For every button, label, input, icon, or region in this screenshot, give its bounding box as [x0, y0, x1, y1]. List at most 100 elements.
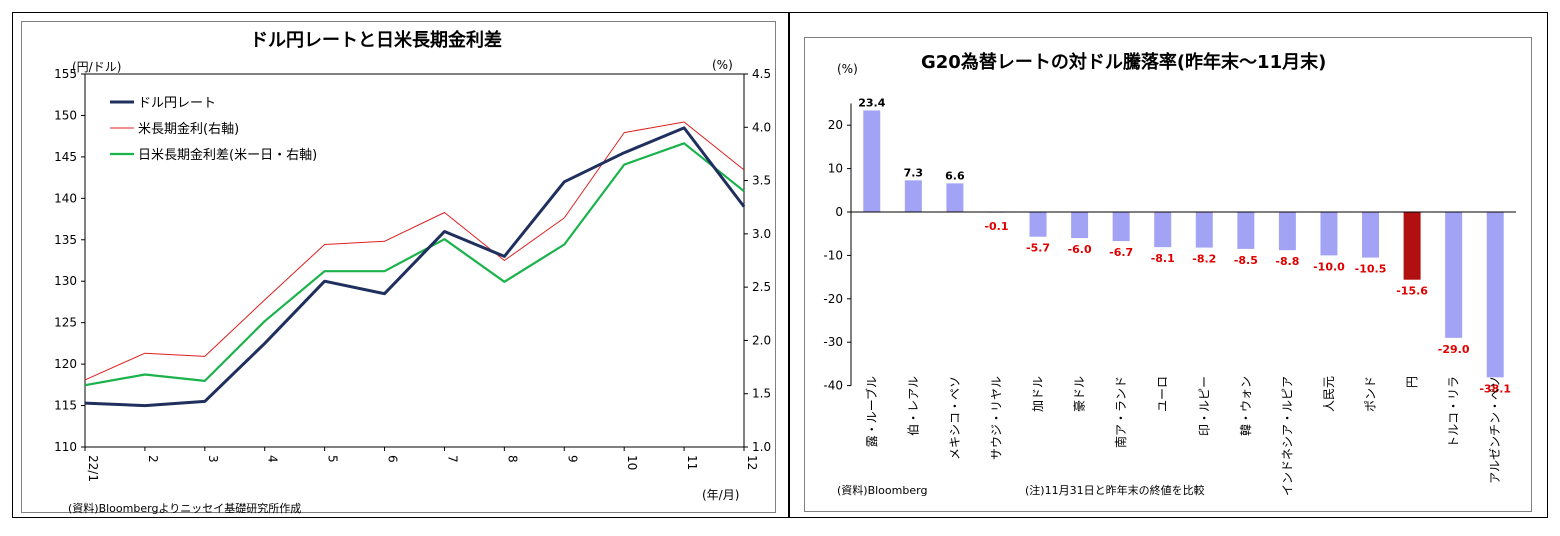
- right-panel: G20為替レートの対ドル騰落率(昨年末～11月末) (%) (資料)Bloomb…: [789, 12, 1548, 518]
- bar-value-label: -5.7: [1026, 242, 1050, 255]
- bar-category-label: 南ア・ランド: [1113, 376, 1128, 448]
- right-y-tick-label: 4.5: [752, 67, 771, 81]
- right-chart-title: G20為替レートの対ドル騰落率(昨年末～11月末): [921, 52, 1327, 73]
- bar-category-label: サウジ・リヤル: [989, 376, 1003, 460]
- bar-8: [1195, 212, 1213, 248]
- x-tick-label: 12: [745, 455, 759, 470]
- usdjpy-chart-frame: ドル円レートと日米長期金利差 (円/ドル) (%) (年/月) (資料)Bloo…: [21, 21, 776, 515]
- bar-category-label: ポンド: [1364, 376, 1378, 412]
- right-axis-unit: (%): [712, 58, 733, 72]
- bar-y-tick-label: 10: [828, 162, 843, 176]
- x-tick-label: 5: [326, 455, 340, 463]
- bar-value-label: 7.3: [904, 166, 924, 179]
- bar-2: [946, 183, 964, 212]
- left-y-tick-label: 155: [54, 67, 77, 81]
- legend-label-2: 日米長期金利差(米ー日・右軸): [138, 147, 317, 163]
- bar-value-label: -10.5: [1355, 263, 1387, 276]
- right-y-tick-label: 3.5: [752, 174, 771, 188]
- bar-value-label: -8.5: [1234, 254, 1258, 267]
- bar-category-label: 韓・ウォン: [1239, 376, 1253, 436]
- bar-13: [1403, 212, 1421, 280]
- bar-value-label: -10.0: [1313, 260, 1345, 273]
- bar-0: [863, 110, 881, 212]
- bar-value-label: -29.0: [1438, 343, 1470, 356]
- bar-value-label: 6.6: [945, 169, 965, 182]
- bar-value-label: -6.0: [1068, 243, 1092, 256]
- bar-category-label: アルゼンチン・ペソ: [1488, 376, 1502, 484]
- x-tick-label: 7: [445, 455, 459, 463]
- left-panel: ドル円レートと日米長期金利差 (円/ドル) (%) (年/月) (資料)Bloo…: [12, 12, 789, 518]
- left-y-tick-label: 125: [54, 316, 77, 330]
- bar-category-label: 加ドル: [1031, 376, 1045, 412]
- right-y-tick-label: 2.0: [752, 333, 771, 347]
- bar-value-label: -38.1: [1479, 382, 1511, 395]
- x-tick-label: 2: [146, 455, 160, 463]
- bar-axis-unit: (%): [837, 62, 858, 76]
- x-tick-label: 6: [386, 455, 400, 463]
- bar-category-label: 人民元: [1322, 376, 1336, 412]
- bar-category-label: 印・ルピー: [1197, 376, 1211, 436]
- bar-value-label: -6.7: [1109, 246, 1133, 259]
- right-y-tick-label: 2.5: [752, 280, 771, 294]
- bar-value-label: -8.8: [1275, 255, 1299, 268]
- right-y-tick-label: 1.0: [752, 440, 771, 454]
- left-y-tick-label: 150: [54, 108, 77, 122]
- left-y-tick-label: 140: [54, 191, 77, 205]
- bar-category-label: 円: [1405, 376, 1419, 388]
- usdjpy-line-chart: 1101151201251301351401451501551.01.52.02…: [54, 67, 771, 482]
- bar-category-label: トルコ・リラ: [1447, 376, 1461, 448]
- g20-fx-chart-frame: G20為替レートの対ドル騰落率(昨年末～11月末) (%) (資料)Bloomb…: [804, 37, 1532, 512]
- left-y-tick-label: 110: [54, 440, 77, 454]
- bar-value-label: -8.1: [1151, 252, 1175, 265]
- x-tick-label: 8: [505, 455, 519, 463]
- bar-category-label: ユーロ: [1156, 376, 1170, 412]
- series-line-0: [84, 126, 746, 408]
- bar-y-tick-label: 20: [828, 118, 843, 132]
- x-tick-label: 11: [685, 455, 699, 470]
- left-y-tick-label: 115: [54, 399, 77, 413]
- left-axis-unit: (円/ドル): [72, 60, 122, 74]
- legend-label-1: 米長期金利(右軸): [138, 121, 239, 137]
- bar-7: [1154, 212, 1172, 248]
- bar-value-label: -8.2: [1192, 253, 1216, 266]
- x-tick-label: 4: [266, 455, 280, 463]
- bar-category-label: メキシコ・ペソ: [948, 376, 962, 460]
- bar-9: [1237, 212, 1255, 249]
- bar-5: [1071, 212, 1089, 239]
- right-y-tick-label: 1.5: [752, 387, 771, 401]
- series-line-2: [84, 142, 745, 387]
- left-y-tick-label: 120: [54, 357, 77, 371]
- x-tick-label: 9: [565, 455, 579, 463]
- bar-value-label: -0.1: [984, 220, 1008, 233]
- bar-y-tick-label: 0: [835, 205, 843, 219]
- left-source-note: (資料)Bloombergよりニッセイ基礎研究所作成: [68, 502, 302, 515]
- bar-category-label: 豪ドル: [1072, 376, 1087, 412]
- right-footnote: (注)11月31日と昨年末の終値を比較: [1025, 484, 1205, 497]
- bar-y-tick-label: -40: [823, 379, 843, 393]
- bar-category-label: 露・ルーブル: [864, 376, 879, 447]
- bar-12: [1362, 212, 1380, 258]
- right-source-note: (資料)Bloomberg: [837, 484, 928, 497]
- bar-6: [1112, 212, 1130, 242]
- series-line-1: [84, 121, 745, 381]
- bar-y-tick-label: -30: [823, 335, 843, 349]
- x-axis-unit: (年/月): [702, 488, 740, 502]
- left-y-tick-label: 130: [54, 274, 77, 288]
- x-tick-label: 10: [625, 455, 639, 470]
- bar-14: [1445, 212, 1463, 338]
- legend-label-0: ドル円レート: [138, 96, 216, 111]
- bar-value-label: 23.4: [858, 96, 885, 109]
- bar-11: [1320, 212, 1338, 256]
- bar-1: [904, 180, 922, 212]
- g20-fx-bar-chart: 20 10 0 -10 -20 -30 -40 23.4 露・ルーブル 7.3 伯・レアル 6.6 メキ…: [823, 96, 1516, 496]
- bar-category-label: 伯・レアル: [905, 376, 920, 436]
- bar-4: [1029, 212, 1047, 237]
- bar-y-tick-label: -20: [823, 292, 843, 306]
- x-tick-label: 3: [206, 455, 220, 463]
- left-y-tick-label: 145: [54, 150, 77, 164]
- bar-y-tick-label: -10: [823, 248, 843, 262]
- bar-15: [1486, 212, 1504, 378]
- bar-10: [1278, 212, 1296, 251]
- left-chart-title: ドル円レートと日米長期金利差: [250, 30, 502, 51]
- left-y-tick-label: 135: [54, 233, 77, 247]
